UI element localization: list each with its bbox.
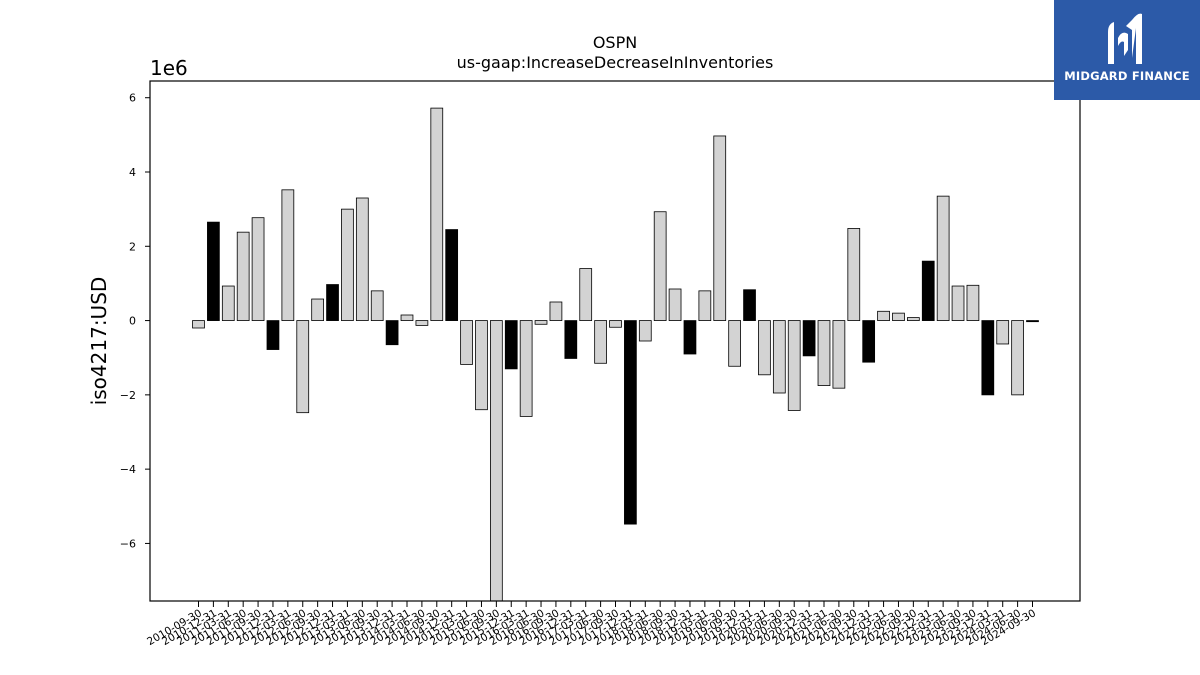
- bar-2011-09-30: [251, 217, 265, 321]
- bar-2019-06-30: [713, 135, 727, 321]
- bar-2021-06-30: [832, 320, 846, 389]
- bar-2011-03-31: [221, 285, 235, 321]
- bar-2022-09-30: [907, 317, 920, 321]
- bar-2019-09-30: [728, 320, 742, 367]
- bar-2010-09-30: [192, 320, 205, 329]
- bar-2022-12-31: [921, 260, 935, 321]
- bar-2013-12-31: [385, 320, 399, 346]
- y-offset-label: 1e6: [150, 56, 188, 80]
- y-tick-label: 6: [129, 92, 136, 105]
- bar-2018-06-30: [653, 211, 667, 321]
- bar-2020-03-31: [758, 320, 771, 376]
- y-tick-label: −6: [120, 537, 136, 550]
- bar-2023-12-31: [981, 320, 995, 396]
- bar-2024-03-31: [996, 320, 1010, 345]
- bar-2019-03-31: [698, 290, 712, 321]
- y-tick-label: −2: [120, 389, 136, 402]
- bar-2020-09-30: [787, 320, 801, 411]
- bar-2014-09-30: [430, 107, 444, 321]
- plot-frame: [149, 80, 1081, 602]
- bar-2013-06-30: [355, 197, 369, 321]
- bars-group: [192, 107, 1039, 602]
- bar-2015-12-31: [504, 320, 518, 370]
- y-tick-label: 2: [129, 240, 136, 253]
- bar-2015-03-31: [460, 320, 473, 365]
- bar-2018-12-31: [683, 320, 697, 355]
- bar-2018-09-30: [668, 288, 682, 321]
- bar-2023-06-30: [951, 285, 965, 321]
- bar-2014-06-30: [415, 320, 429, 326]
- bar-2015-09-30: [489, 320, 503, 602]
- bar-2022-03-31: [877, 310, 890, 321]
- bar-2017-09-30: [609, 320, 622, 328]
- bar-2012-03-31: [281, 189, 295, 321]
- bar-2023-03-31: [936, 195, 950, 321]
- y-tick-label: 0: [129, 315, 136, 328]
- y-axis-label: iso4217:USD: [87, 277, 111, 406]
- x-axis: 2010-09-302010-12-312011-03-312011-06-30…: [145, 601, 1038, 648]
- bar-2016-03-31: [519, 320, 533, 417]
- y-axis: −6 −4 −2 0 2 4 6: [120, 92, 150, 550]
- bar-2016-06-30: [534, 320, 548, 325]
- y-tick-label: 4: [129, 166, 136, 179]
- bar-2011-06-30: [236, 231, 250, 321]
- bar-2020-12-31: [802, 320, 816, 357]
- bar-2016-09-30: [549, 301, 563, 321]
- bar-2012-12-31: [326, 284, 339, 321]
- bar-2020-06-30: [772, 320, 786, 394]
- bar-2018-03-31: [638, 320, 652, 342]
- bar-2015-06-30: [475, 320, 488, 411]
- bar-2014-12-31: [445, 229, 459, 321]
- bar-2019-12-31: [743, 289, 756, 321]
- bar-2023-09-30: [966, 284, 980, 321]
- bar-2017-06-30: [594, 320, 607, 364]
- midgard-finance-logo: MIDGARD FINANCE: [1054, 0, 1200, 100]
- bar-2010-12-31: [207, 221, 220, 321]
- bar-2013-03-31: [341, 208, 354, 321]
- bar-2016-12-31: [564, 320, 578, 359]
- bar-2024-09-30: [1026, 320, 1039, 323]
- bar-2012-06-30: [296, 320, 310, 414]
- y-tick-label: −4: [120, 463, 136, 476]
- bar-2014-03-31: [400, 314, 414, 321]
- bar-2021-03-31: [817, 320, 831, 386]
- bar-2022-06-30: [892, 312, 905, 321]
- bar-2017-12-31: [624, 320, 637, 525]
- chart-title: OSPN: [593, 33, 637, 52]
- bar-2021-12-31: [862, 320, 876, 363]
- bar-2017-03-31: [579, 268, 593, 321]
- bar-2012-09-30: [311, 298, 325, 321]
- bar-2024-06-30: [1011, 320, 1024, 396]
- bar-2021-09-30: [847, 228, 861, 321]
- chart-subtitle: us-gaap:IncreaseDecreaseInInventories: [457, 53, 774, 72]
- bar-2013-09-30: [370, 290, 384, 321]
- logo-text: MIDGARD FINANCE: [1064, 69, 1190, 83]
- bar-2011-12-31: [266, 320, 280, 350]
- midgard-logo-icon: [1108, 13, 1142, 65]
